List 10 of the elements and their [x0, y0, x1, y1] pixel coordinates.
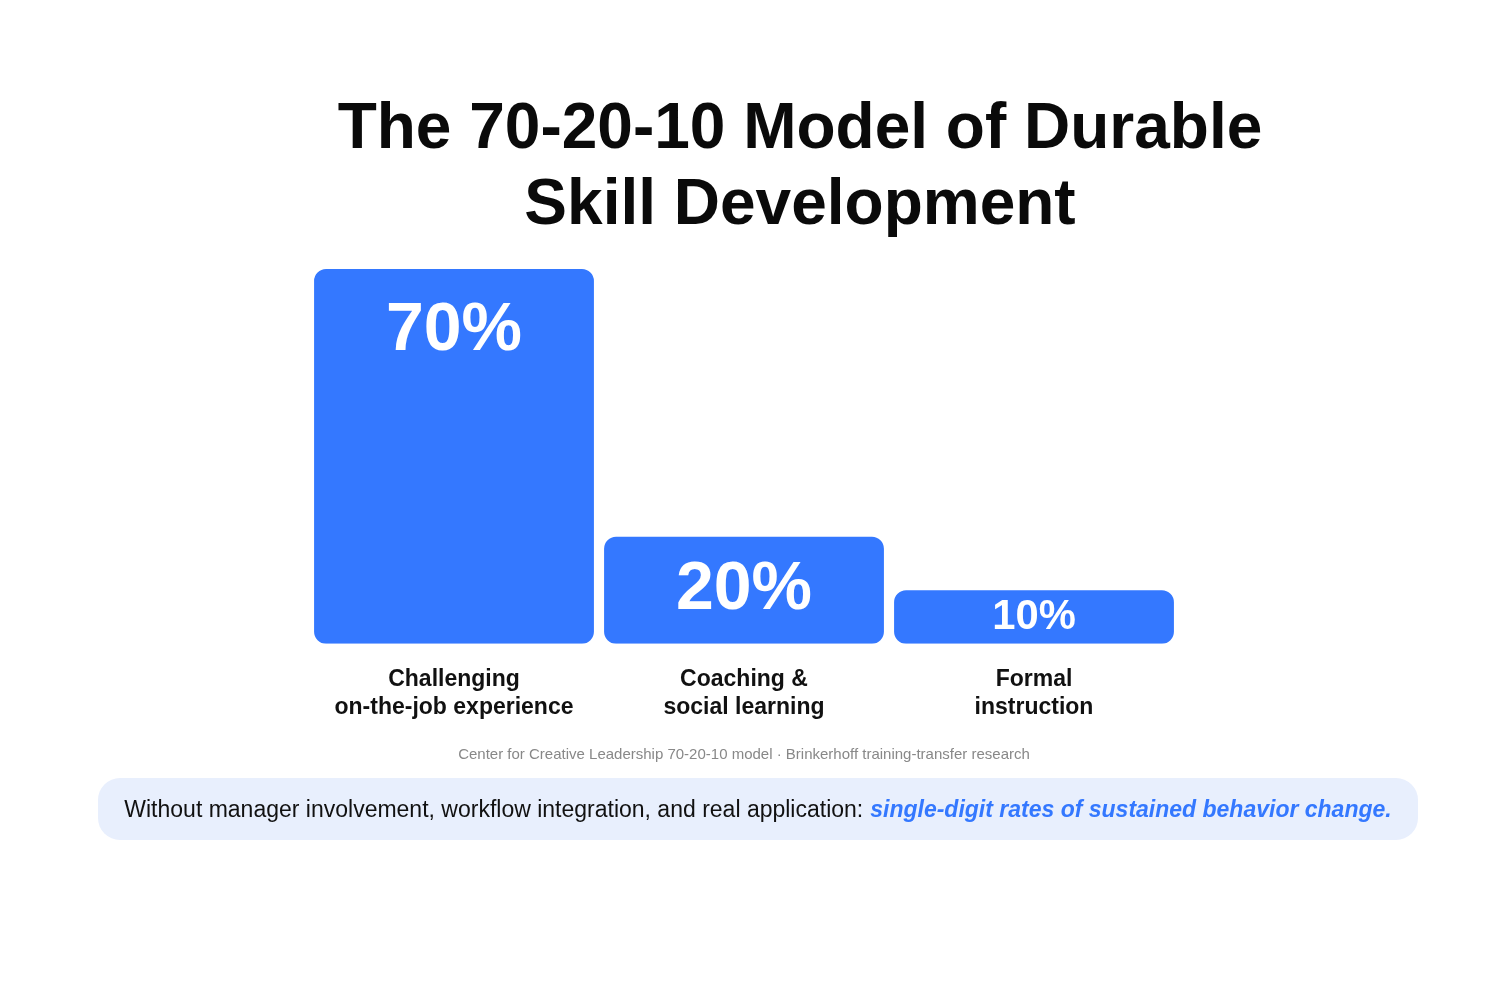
- data-label: 10%: [992, 590, 1076, 638]
- chart-title: The 70-20-10 Model of Durable Skill Development: [336, 89, 1264, 240]
- x-tick-label: Challenging on-the-job experience: [334, 664, 574, 719]
- data-label: 20%: [675, 547, 813, 624]
- text: Without manager involvement, workflow integration, and real application:: [124, 795, 864, 823]
- x-tick-label: Coaching & social learning: [663, 664, 825, 719]
- data-label: 70%: [385, 287, 523, 364]
- text: single-digit rates of sustained behavior change.: [870, 795, 1392, 823]
- x-tick-label: Formal instruction: [974, 664, 1094, 719]
- text: Center for Creative Leadership 70-20-10 model · Brinkerhoff training-transfer research: [457, 745, 1031, 762]
